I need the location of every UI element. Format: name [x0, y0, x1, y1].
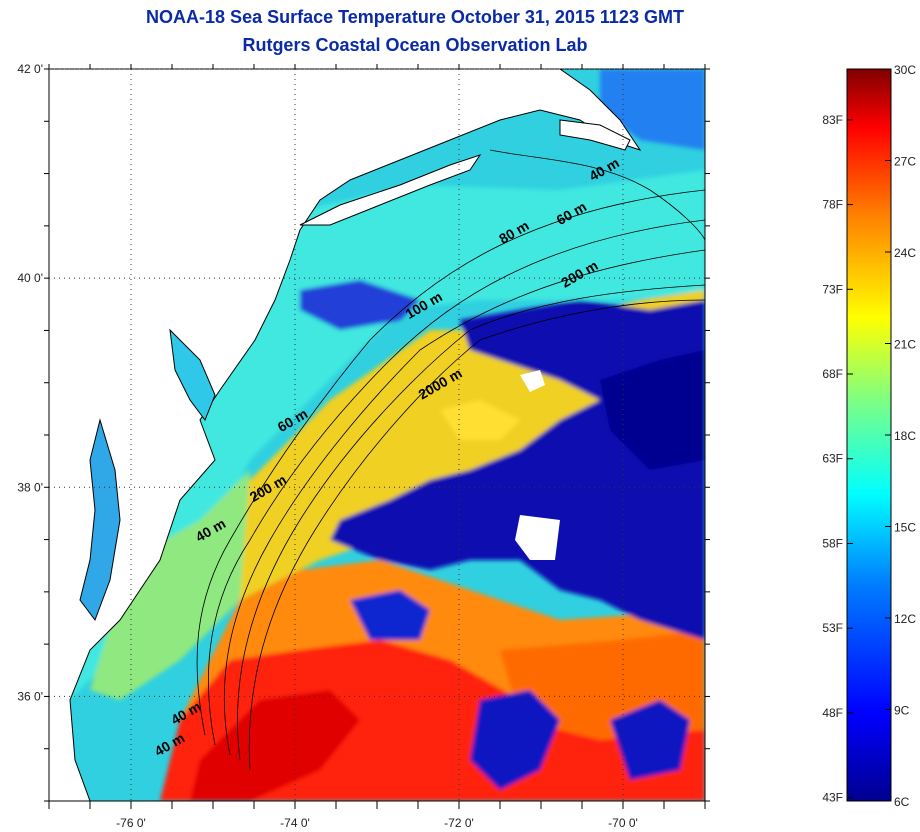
lat-tick-label: 36 0'	[17, 689, 43, 703]
cape-cod	[559, 119, 631, 151]
colorbar-f-label: 73F	[822, 282, 843, 296]
gulf-of-maine-blue	[600, 69, 705, 150]
warm-ring	[440, 400, 520, 440]
colorbar-f-label: 68F	[822, 367, 843, 381]
cloud-patch-south2	[610, 700, 690, 780]
sst-field	[49, 69, 705, 801]
figure-title: NOAA-18 Sea Surface Temperature October …	[146, 7, 684, 27]
cloud-patch-mid	[350, 590, 430, 640]
long-island	[299, 154, 482, 226]
coastal-band-green	[90, 470, 250, 700]
colorbar-c-label: 18C	[894, 429, 916, 443]
colorbar-c-label: 21C	[894, 338, 916, 352]
cloud-mass-east	[600, 350, 705, 470]
cloud-gap-1	[515, 515, 560, 560]
colorbar-c-label: 6C	[894, 795, 910, 809]
colorbar	[846, 68, 892, 802]
colorbar-c-label: 9C	[894, 704, 910, 718]
colorbar-f-label: 83F	[822, 113, 843, 127]
colorbar-c-label: 30C	[894, 63, 916, 77]
lon-tick-label: -76 0'	[116, 816, 146, 830]
colorbar-f-label: 43F	[822, 791, 843, 805]
gulf-stream-core	[190, 690, 360, 801]
colorbar-c-label: 12C	[894, 612, 916, 626]
lat-tick-label: 40 0'	[17, 271, 43, 285]
cloud-patch-south1	[470, 690, 560, 790]
colorbar-f-label: 53F	[822, 621, 843, 635]
lat-tick-label: 42 0'	[17, 62, 43, 76]
lon-tick-label: -74 0'	[280, 816, 310, 830]
colorbar-f-label: 58F	[822, 536, 843, 550]
colorbar-labels: 30C 27C 24C 21C 18C 15C 12C 9C 6C 83F 78F 73F 68F 63F…	[822, 63, 916, 809]
cloud-gap-2	[520, 370, 545, 392]
graticule	[49, 68, 705, 801]
colorbar-f-label: 48F	[822, 706, 843, 720]
colorbar-f-label: 78F	[822, 198, 843, 212]
lat-tick-label: 38 0'	[17, 480, 43, 494]
chesapeake-bay	[79, 418, 121, 622]
colorbar-c-label: 27C	[894, 155, 916, 169]
delaware-bay	[169, 328, 216, 422]
colorbar-c-label: 24C	[894, 246, 916, 260]
isobath-contours	[196, 149, 705, 771]
lon-tick-label: -70 0'	[608, 816, 638, 830]
colorbar-f-label: 63F	[822, 452, 843, 466]
cool-patch	[300, 280, 420, 330]
figure-subtitle: Rutgers Coastal Ocean Observation Lab	[242, 35, 588, 55]
colorbar-c-label: 15C	[894, 521, 916, 535]
axis-ticks: 42 0' 40 0' 38 0' 36 0' -76 0' -74 0' -72 0' -7…	[17, 62, 710, 830]
lon-tick-label: -72 0'	[444, 816, 474, 830]
